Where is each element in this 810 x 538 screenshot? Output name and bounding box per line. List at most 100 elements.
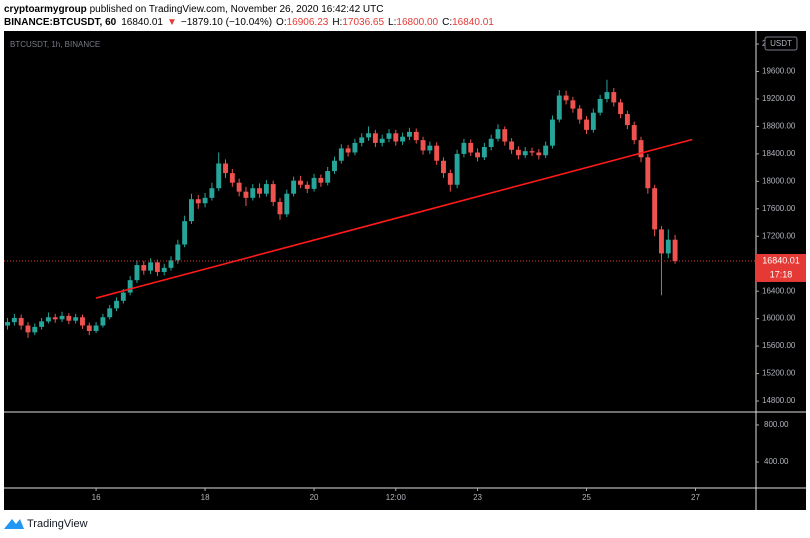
candle-body (59, 315, 65, 320)
candle-body (86, 325, 92, 331)
y-tick-label: 18800.00 (762, 122, 796, 131)
y-tick-label: 18000.00 (762, 176, 796, 185)
y-tick-label: 17600.00 (762, 204, 796, 213)
candle-body (359, 137, 365, 143)
candle-body (638, 140, 644, 158)
y-tick-label: 17200.00 (762, 231, 796, 240)
candle-body (413, 131, 419, 141)
candle-body (202, 197, 208, 204)
candle-body (618, 102, 624, 115)
y-tick-label: 15600.00 (762, 341, 796, 350)
candle-body (318, 177, 324, 183)
candle-body (5, 322, 10, 326)
candle-body (141, 265, 147, 271)
candle-body (18, 317, 24, 326)
candle-body (52, 317, 58, 320)
candle-body (114, 300, 119, 309)
x-tick-label: 16 (92, 493, 101, 502)
candle-body (277, 201, 283, 215)
candle-body (195, 199, 201, 204)
candle-body (563, 95, 569, 101)
candle-body (522, 151, 528, 156)
candle-body (509, 141, 515, 150)
candle-body (345, 148, 351, 153)
candle-body (543, 145, 549, 156)
candle-body (665, 239, 671, 254)
candle-body (570, 100, 576, 109)
ohlc: O:16906.23 H:17036.65 L:16800.00 C:16840.01 (276, 17, 494, 28)
candle-body (556, 95, 562, 120)
candle-body (236, 182, 242, 192)
x-tick-label: 25 (582, 493, 591, 502)
ohlc-label: C: (442, 17, 452, 28)
x-tick-label: 20 (310, 493, 319, 502)
last-price-box (756, 253, 806, 282)
candle-body (515, 149, 521, 156)
candle-body (393, 133, 399, 142)
y-tick-label: 19200.00 (762, 94, 796, 103)
countdown: 17:18 (770, 269, 793, 279)
ohlc-label: O: (276, 17, 287, 28)
candle-body (481, 147, 487, 158)
candle-body (420, 140, 426, 151)
candle-body (447, 173, 453, 185)
candle-body (311, 177, 317, 189)
candle-body (120, 292, 126, 301)
arrow: ▼ (167, 17, 177, 28)
chart-legend: BTCUSDT, 1h, BINANCE (10, 40, 100, 49)
candle-body (495, 129, 501, 139)
candle-body (332, 160, 337, 172)
candle-body (250, 188, 256, 198)
candle-body (372, 133, 378, 143)
candle-body (441, 160, 446, 174)
y2-tick-label: 400.00 (764, 457, 789, 466)
ohlc-value: 17036.65 (342, 17, 384, 28)
x-tick-label: 18 (201, 493, 210, 502)
ohlc-label: L: (388, 17, 396, 28)
candle-body (209, 188, 215, 198)
footer: TradingView (4, 518, 88, 530)
candle-body (134, 265, 140, 281)
candle-body (175, 244, 181, 261)
x-tick-label: 23 (473, 493, 482, 502)
candle-body (379, 138, 385, 143)
candle-body (270, 184, 276, 202)
publish-line: cryptoarmygroup published on TradingView… (4, 4, 383, 15)
candle-body (304, 184, 310, 189)
change: −1879.10 (−10.04%) (181, 17, 272, 28)
candle-body (284, 193, 290, 215)
candle-body (80, 317, 85, 326)
candle-body (243, 191, 249, 198)
candle-body (468, 142, 474, 153)
last-price-label: 16840.01 (762, 255, 800, 265)
brand: TradingView (27, 518, 88, 530)
published: published on TradingView.com, November 2… (87, 4, 384, 15)
currency-box (764, 36, 798, 51)
candle-body (223, 163, 228, 174)
candle-body (536, 152, 542, 156)
symbol: BINANCE:BTCUSDT, 60 (4, 17, 117, 28)
candle-body (406, 131, 412, 137)
ohlc-value: 16906.23 (287, 17, 329, 28)
candle-body (127, 280, 133, 293)
candle-body (66, 315, 72, 321)
candle-body (386, 133, 392, 139)
ohlc-value: 16800.00 (396, 17, 438, 28)
candle-body (107, 308, 113, 318)
candle-body (338, 148, 344, 161)
candle-body (645, 157, 651, 189)
candle-body (475, 152, 480, 158)
candle-body (434, 145, 440, 161)
candle-body (550, 119, 555, 146)
candle-body (189, 199, 194, 222)
candle-body (400, 136, 406, 142)
candle-body (182, 221, 188, 245)
candle-body (45, 317, 51, 322)
ohlc-value: 16840.01 (452, 17, 494, 28)
y-tick-label: 19600.00 (762, 67, 796, 76)
price: 16840.01 (121, 17, 163, 28)
y-tick-label: 14800.00 (762, 396, 796, 405)
candle-body (529, 151, 535, 153)
candle-body (502, 129, 508, 142)
candle-body (229, 173, 235, 183)
